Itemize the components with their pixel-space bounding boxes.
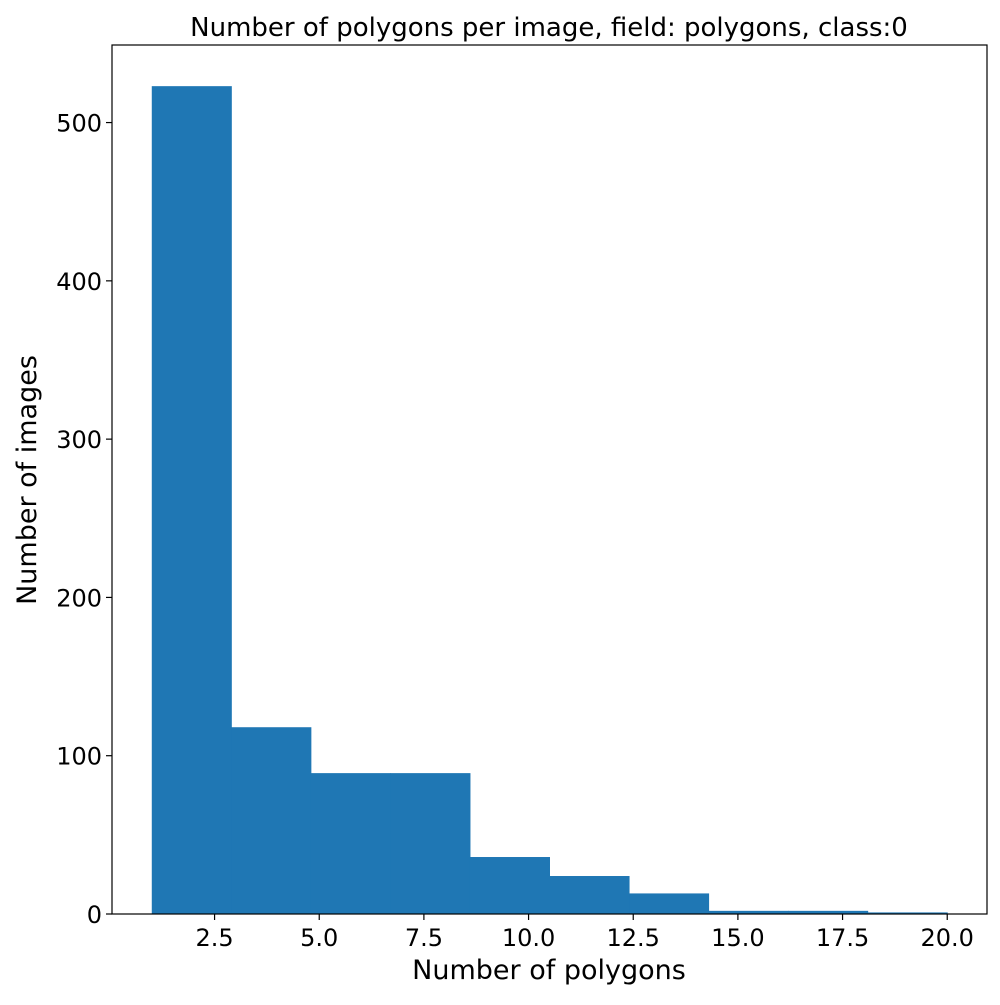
- x-tick-label: 20.0: [921, 924, 974, 952]
- x-axis-ticks: 2.5 5.0 7.5 10.0 12.5 15.0 17.5 20.0: [195, 914, 974, 952]
- y-axis-ticks: 0 100 200 300 400 500: [56, 110, 112, 929]
- histogram-bar-1: [151, 86, 232, 914]
- x-tick-label: 10.0: [502, 924, 555, 952]
- histogram-bars: [151, 86, 948, 914]
- histogram-bar-7: [629, 893, 710, 914]
- x-axis-label: Number of polygons: [412, 955, 686, 986]
- x-tick-label: 15.0: [711, 924, 764, 952]
- y-tick-label: 100: [56, 743, 102, 771]
- x-tick-label: 7.5: [405, 924, 443, 952]
- x-tick-label: 5.0: [300, 924, 338, 952]
- histogram-bar-8: [708, 910, 789, 914]
- histogram-bar-4: [390, 773, 471, 914]
- x-tick-label: 12.5: [607, 924, 660, 952]
- histogram-bar-6: [549, 876, 630, 914]
- x-tick-label: 17.5: [816, 924, 869, 952]
- y-tick-label: 300: [56, 426, 102, 454]
- histogram-bar-9: [788, 910, 869, 914]
- histogram-bar-10: [867, 912, 948, 914]
- chart-title: Number of polygons per image, field: pol…: [190, 13, 908, 43]
- x-tick-label: 2.5: [195, 924, 233, 952]
- y-tick-label: 0: [87, 901, 102, 929]
- histogram-bar-5: [469, 857, 550, 914]
- y-axis-label: Number of images: [12, 355, 43, 605]
- histogram-bar-3: [310, 773, 391, 914]
- histogram-bar-2: [231, 727, 312, 914]
- y-tick-label: 400: [56, 268, 102, 296]
- plot-frame: [111, 44, 988, 915]
- y-tick-label: 500: [56, 110, 102, 138]
- y-tick-label: 200: [56, 584, 102, 612]
